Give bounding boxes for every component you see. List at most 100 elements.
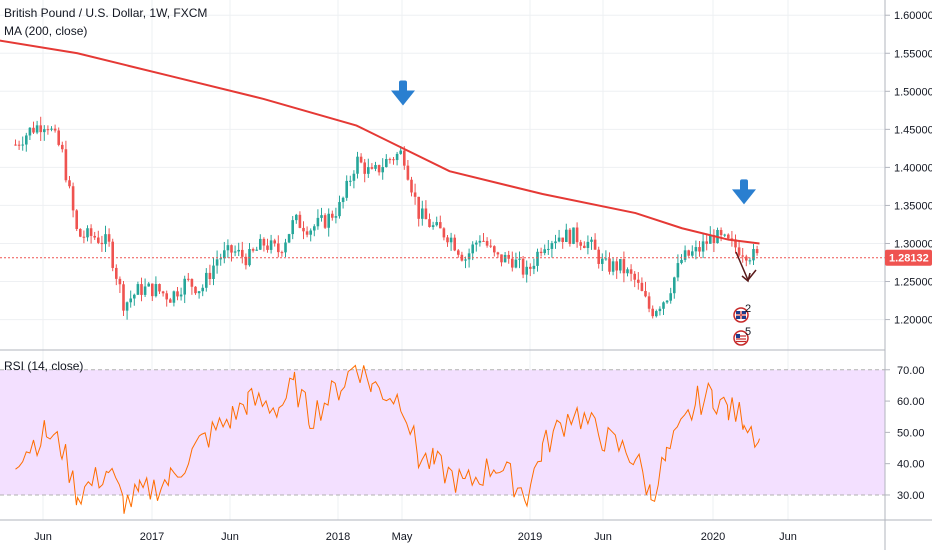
candle-body <box>521 258 525 275</box>
candle-body <box>237 249 240 252</box>
candle-body <box>453 237 456 251</box>
candle-body <box>61 144 64 150</box>
candle-body <box>622 259 626 274</box>
candle-body <box>737 247 741 256</box>
candle-body <box>608 258 611 272</box>
price-tick-label: 1.50000 <box>894 86 932 98</box>
candle-body <box>129 298 132 303</box>
candle-body <box>410 179 413 193</box>
candle-body <box>712 235 716 244</box>
candle-body <box>367 167 370 174</box>
candle-body <box>262 238 266 246</box>
candle-body <box>561 237 564 243</box>
candle-body <box>651 308 654 317</box>
candle-body <box>374 165 377 169</box>
candle-body <box>338 202 341 217</box>
candle-body <box>478 240 482 243</box>
candle-body <box>590 239 593 242</box>
candle-body <box>295 214 298 221</box>
candle-body <box>370 167 374 169</box>
candle-body <box>493 246 496 253</box>
candle-body <box>230 245 233 253</box>
candle-body <box>183 278 186 295</box>
candle-body <box>32 127 35 133</box>
candle-body <box>403 150 406 166</box>
candle-body <box>457 250 460 255</box>
candle-body <box>575 227 579 243</box>
price-tick-label: 1.25000 <box>894 277 932 289</box>
candle-body <box>122 284 125 311</box>
us-flag-event-icon: 5 <box>733 326 751 346</box>
candle-body <box>683 250 687 260</box>
candle-body <box>136 284 140 295</box>
price-tick-label: 1.20000 <box>894 315 932 327</box>
candle-body <box>226 245 230 251</box>
candle-body <box>71 186 75 211</box>
candle-body <box>172 291 176 303</box>
candle-body <box>406 165 410 180</box>
candle-body <box>345 180 348 198</box>
candle-body <box>151 283 154 297</box>
candle-body <box>208 272 212 279</box>
candle-body <box>68 180 71 187</box>
candle-body <box>125 302 129 311</box>
candle-body <box>633 273 636 280</box>
candle-body <box>223 250 226 259</box>
candle-body <box>435 222 438 226</box>
time-tick-label: 2020 <box>701 531 725 543</box>
candle-body <box>392 159 395 161</box>
candle-body <box>730 238 734 240</box>
time-tick-label: Jun <box>594 531 612 543</box>
candle-body <box>734 239 737 248</box>
candle-body <box>21 144 24 146</box>
candle-body <box>586 241 590 248</box>
candle-body <box>644 290 647 297</box>
time-tick-label: 2017 <box>140 531 164 543</box>
candle-body <box>140 284 143 295</box>
candle-body <box>244 256 248 266</box>
candle-body <box>500 254 503 263</box>
time-tick-label: Jun <box>34 531 52 543</box>
candle-body <box>17 144 21 146</box>
candle-body <box>323 215 327 228</box>
forecast-arrow-icon <box>735 251 757 283</box>
candle-body <box>701 241 705 252</box>
candle-body <box>334 216 338 218</box>
candle-body <box>259 238 262 250</box>
candle-body <box>118 278 122 285</box>
candle-body <box>43 129 46 133</box>
candle-body <box>615 261 618 271</box>
candle-body <box>485 240 489 246</box>
candle-body <box>388 159 392 161</box>
rsi-tick-label: 30.00 <box>897 490 925 502</box>
candle-body <box>619 259 622 271</box>
candle-body <box>298 214 302 228</box>
candle-body <box>752 249 755 261</box>
time-tick-label: 2019 <box>518 531 542 543</box>
candle-body <box>143 286 147 295</box>
candle-body <box>377 165 381 173</box>
candle-body <box>248 249 251 266</box>
candle-body <box>79 228 82 237</box>
candle-body <box>187 278 190 280</box>
candle-body <box>662 302 665 309</box>
candle-body <box>313 226 316 231</box>
candle-body <box>14 144 17 146</box>
candle-body <box>482 240 485 242</box>
candle-body <box>100 242 104 245</box>
candle-body <box>266 245 269 250</box>
candle-body <box>673 277 676 294</box>
last-price-value: 1.28132 <box>889 253 929 265</box>
uk-flag-event-icon: 2 <box>733 303 751 323</box>
candle-body <box>35 125 39 133</box>
candle-body <box>629 269 633 274</box>
candle-body <box>341 197 345 203</box>
rsi-tick-label: 50.00 <box>897 427 925 439</box>
candle-body <box>363 162 366 174</box>
candle-body <box>201 287 204 292</box>
candle-body <box>676 263 680 278</box>
rsi-tick-label: 40.00 <box>897 459 925 471</box>
candle-body <box>568 229 572 244</box>
candle-body <box>89 228 93 236</box>
candle-body <box>665 300 669 303</box>
